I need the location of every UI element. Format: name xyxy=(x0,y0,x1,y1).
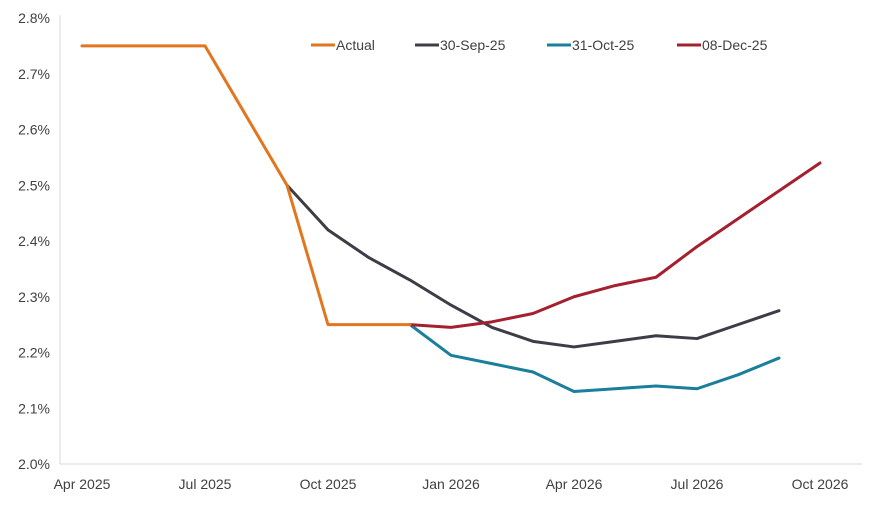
y-tick-label: 2.1% xyxy=(18,400,50,416)
legend-label-08-dec-25: 08-Dec-25 xyxy=(702,37,768,53)
series-line-30-sep-25 xyxy=(285,183,781,349)
series-line-31-oct-25 xyxy=(408,323,781,394)
chart-legend: Actual 30-Sep-25 31-Oct-25 08-Dec-25 xyxy=(311,37,768,53)
x-axis-tick-labels: Apr 2025 Jul 2025 Oct 2025 Jan 2026 Apr 2026… xyxy=(54,476,849,492)
y-tick-label: 2.8% xyxy=(18,10,50,26)
y-tick-label: 2.5% xyxy=(18,177,50,193)
y-tick-label: 2.2% xyxy=(18,345,50,361)
y-axis-tick-labels: 2.0% 2.1% 2.2% 2.3% 2.4% 2.5% 2.6% 2.7% 2.8% xyxy=(18,10,50,472)
x-tick-label: Apr 2026 xyxy=(546,476,603,492)
x-tick-label: Apr 2025 xyxy=(54,476,111,492)
series-line-actual xyxy=(80,44,412,327)
legend-label-30-sep-25: 30-Sep-25 xyxy=(440,37,506,53)
x-tick-label: Oct 2025 xyxy=(300,476,357,492)
x-tick-label: Jul 2025 xyxy=(179,476,232,492)
x-tick-label: Jan 2026 xyxy=(422,476,480,492)
y-tick-label: 2.4% xyxy=(18,233,50,249)
y-tick-label: 2.0% xyxy=(18,456,50,472)
x-tick-label: Jul 2026 xyxy=(671,476,724,492)
legend-label-31-oct-25: 31-Oct-25 xyxy=(572,37,634,53)
y-tick-label: 2.6% xyxy=(18,122,50,138)
y-tick-label: 2.7% xyxy=(18,66,50,82)
legend-label-actual: Actual xyxy=(336,37,375,53)
y-tick-label: 2.3% xyxy=(18,289,50,305)
series-line-08-dec-25 xyxy=(408,161,822,329)
x-tick-label: Oct 2026 xyxy=(792,476,849,492)
series-lines xyxy=(80,44,822,394)
